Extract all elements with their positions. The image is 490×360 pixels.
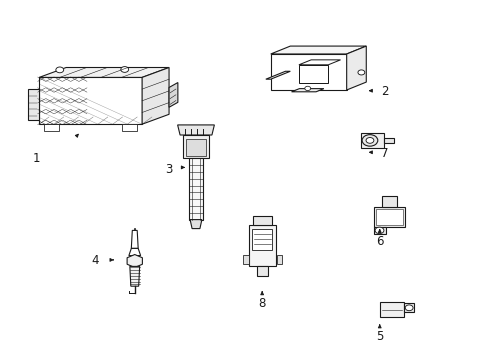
Polygon shape xyxy=(380,302,404,317)
Polygon shape xyxy=(270,54,347,90)
Polygon shape xyxy=(382,196,397,207)
Polygon shape xyxy=(299,60,341,65)
Polygon shape xyxy=(39,68,169,77)
Polygon shape xyxy=(129,248,141,256)
Polygon shape xyxy=(347,46,367,90)
Polygon shape xyxy=(374,207,406,227)
Polygon shape xyxy=(249,225,276,266)
Polygon shape xyxy=(169,82,178,107)
Polygon shape xyxy=(277,255,283,264)
Polygon shape xyxy=(376,209,403,225)
Polygon shape xyxy=(253,216,271,225)
Polygon shape xyxy=(270,46,367,54)
Polygon shape xyxy=(374,227,386,234)
Circle shape xyxy=(56,67,64,73)
Polygon shape xyxy=(130,266,140,286)
Text: 1: 1 xyxy=(33,152,41,165)
Circle shape xyxy=(375,227,384,234)
Polygon shape xyxy=(384,138,394,143)
Text: 8: 8 xyxy=(258,297,266,310)
Polygon shape xyxy=(39,77,142,124)
Text: 5: 5 xyxy=(376,330,384,343)
Polygon shape xyxy=(189,158,203,220)
Polygon shape xyxy=(186,139,206,156)
Text: 6: 6 xyxy=(376,235,384,248)
Text: 3: 3 xyxy=(165,163,173,176)
Polygon shape xyxy=(127,255,143,267)
Polygon shape xyxy=(292,89,324,92)
Circle shape xyxy=(305,86,311,91)
Polygon shape xyxy=(28,89,39,120)
Polygon shape xyxy=(252,229,272,250)
Text: 2: 2 xyxy=(381,85,389,98)
Text: 7: 7 xyxy=(381,147,389,159)
Polygon shape xyxy=(122,124,137,131)
Polygon shape xyxy=(44,124,59,131)
Circle shape xyxy=(405,305,413,311)
Polygon shape xyxy=(142,68,169,124)
Polygon shape xyxy=(404,303,414,312)
Polygon shape xyxy=(299,65,328,83)
Polygon shape xyxy=(177,125,215,135)
Polygon shape xyxy=(266,71,290,79)
Polygon shape xyxy=(361,133,384,148)
Polygon shape xyxy=(131,230,138,248)
Polygon shape xyxy=(257,266,268,276)
Text: 4: 4 xyxy=(92,255,99,267)
Circle shape xyxy=(366,138,374,143)
Polygon shape xyxy=(182,135,210,158)
Circle shape xyxy=(362,135,378,146)
Polygon shape xyxy=(243,255,249,264)
Polygon shape xyxy=(190,220,202,229)
Circle shape xyxy=(358,70,365,75)
Circle shape xyxy=(121,67,128,72)
